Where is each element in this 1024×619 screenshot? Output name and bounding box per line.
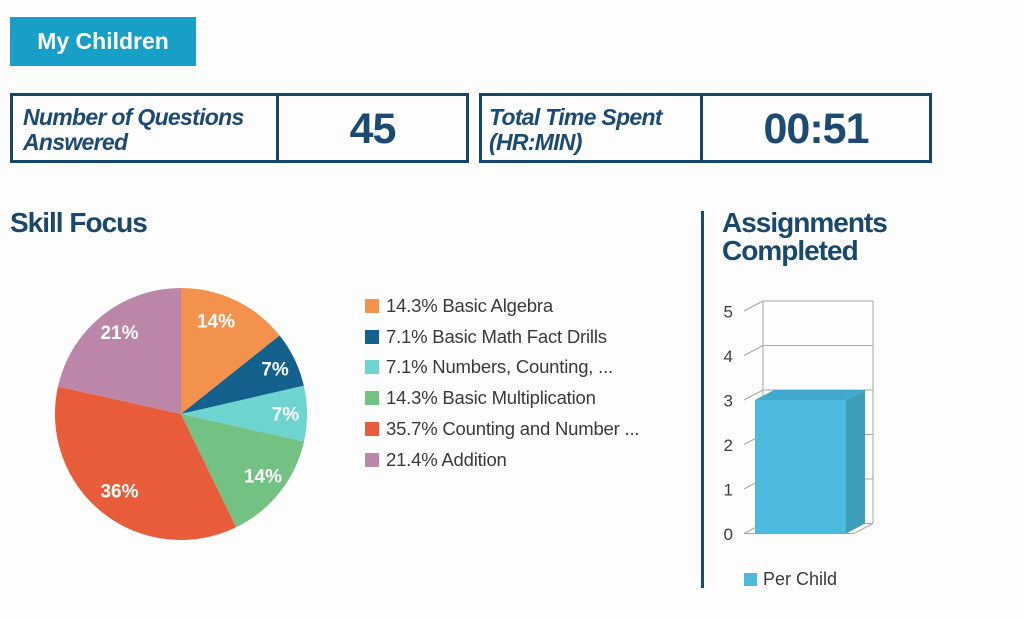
svg-text:2: 2 bbox=[724, 436, 733, 455]
svg-text:0: 0 bbox=[724, 525, 733, 544]
svg-text:7%: 7% bbox=[261, 360, 289, 381]
svg-text:4: 4 bbox=[724, 347, 733, 366]
svg-text:5: 5 bbox=[724, 303, 733, 322]
svg-text:36%: 36% bbox=[100, 482, 138, 503]
svg-text:7%: 7% bbox=[272, 405, 300, 426]
svg-text:14%: 14% bbox=[197, 312, 235, 333]
svg-text:1: 1 bbox=[724, 481, 733, 500]
svg-text:14%: 14% bbox=[244, 467, 282, 488]
svg-text:21%: 21% bbox=[100, 323, 138, 344]
svg-text:3: 3 bbox=[724, 392, 733, 411]
